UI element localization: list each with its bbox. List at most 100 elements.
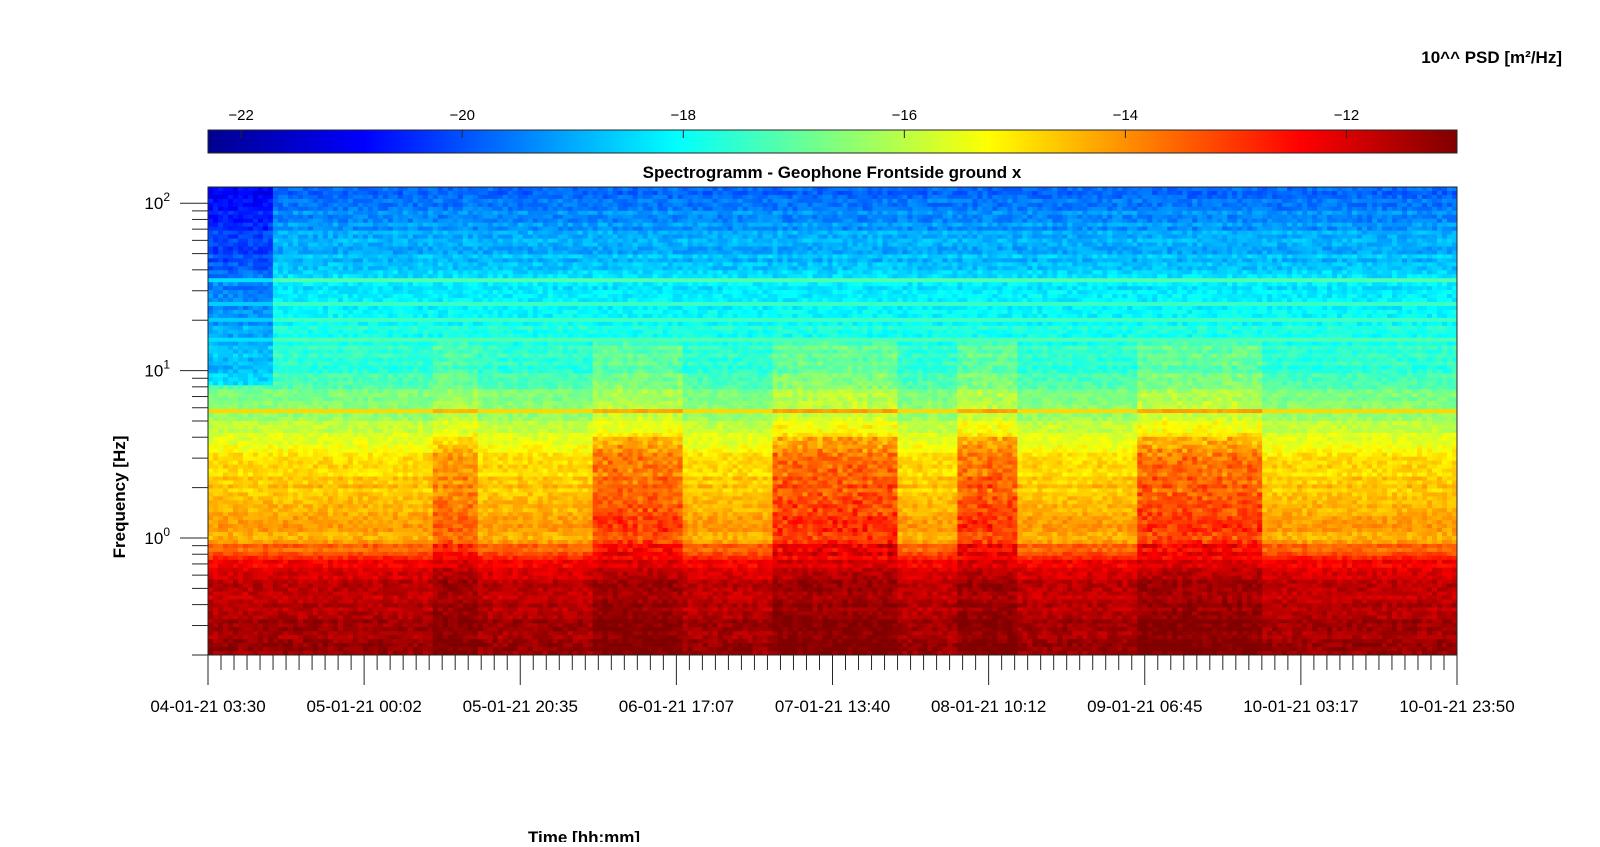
heatmap-cell: [997, 215, 1003, 220]
heatmap-cell: [753, 199, 759, 204]
heatmap-cell: [1367, 215, 1373, 220]
heatmap-cell: [573, 207, 579, 212]
heatmap-cell: [1192, 223, 1198, 228]
heatmap-cell: [208, 207, 214, 212]
heatmap-cell: [543, 231, 549, 236]
heatmap-cell: [653, 199, 659, 204]
heatmap-cell: [1182, 246, 1188, 251]
heatmap-cell: [1137, 243, 1143, 248]
heatmap-cell: [523, 223, 529, 228]
heatmap-cell: [1262, 262, 1268, 267]
heatmap-cell: [857, 203, 863, 208]
heatmap-cell: [368, 211, 374, 216]
heatmap-cell: [1302, 219, 1308, 224]
heatmap-cell: [448, 262, 454, 267]
heatmap-cell: [613, 243, 619, 248]
heatmap-cell: [1437, 231, 1443, 236]
heatmap-cell: [223, 258, 229, 263]
heatmap-cell: [583, 219, 589, 224]
heatmap-cell: [308, 203, 314, 208]
heatmap-cell: [618, 246, 624, 251]
heatmap-cell: [1127, 207, 1133, 212]
heatmap-cell: [1017, 254, 1023, 259]
heatmap-cell: [917, 195, 923, 200]
heatmap-cell: [892, 215, 898, 220]
heatmap-cell: [1102, 254, 1108, 259]
heatmap-cell: [1442, 207, 1448, 212]
heatmap-cell: [508, 215, 514, 220]
heatmap-cell: [1337, 203, 1343, 208]
heatmap-cell: [533, 219, 539, 224]
heatmap-cell: [643, 191, 649, 196]
heatmap-cell: [328, 227, 334, 232]
heatmap-cell: [1267, 243, 1273, 248]
heatmap-cell: [937, 262, 943, 267]
heatmap-cell: [1407, 195, 1413, 200]
heatmap-cell: [308, 262, 314, 267]
heatmap-cell: [263, 231, 269, 236]
heatmap-cell: [1442, 231, 1448, 236]
heatmap-cell: [703, 187, 709, 192]
heatmap-cell: [1187, 199, 1193, 204]
heatmap-cell: [1002, 262, 1008, 267]
heatmap-cell: [738, 215, 744, 220]
heatmap-cell: [977, 199, 983, 204]
heatmap-cell: [523, 258, 529, 263]
heatmap-cell: [1122, 199, 1128, 204]
heatmap-cell: [1342, 207, 1348, 212]
heatmap-cell: [248, 235, 254, 240]
heatmap-cell: [1182, 207, 1188, 212]
heatmap-cell: [228, 211, 234, 216]
heatmap-cell: [483, 211, 489, 216]
heatmap-cell: [912, 211, 918, 216]
heatmap-cell: [1317, 235, 1323, 240]
heatmap-cell: [867, 239, 873, 244]
heatmap-cell: [498, 239, 504, 244]
heatmap-cell: [538, 207, 544, 212]
heatmap-cell: [783, 203, 789, 208]
heatmap-cell: [1437, 191, 1443, 196]
heatmap-cell: [513, 195, 519, 200]
heatmap-cell: [1087, 246, 1093, 251]
heatmap-cell: [488, 243, 494, 248]
heatmap-cell: [318, 227, 324, 232]
heatmap-cell: [932, 231, 938, 236]
heatmap-cell: [1072, 211, 1078, 216]
heatmap-cell: [673, 215, 679, 220]
heatmap-cell: [778, 203, 784, 208]
heatmap-cell: [1147, 250, 1153, 255]
heatmap-cell: [433, 207, 439, 212]
heatmap-cell: [1077, 246, 1083, 251]
heatmap-cell: [1237, 239, 1243, 244]
heatmap-cell: [213, 187, 219, 192]
heatmap-cell: [393, 235, 399, 240]
heatmap-cell: [708, 219, 714, 224]
heatmap-cell: [852, 203, 858, 208]
heatmap-cell: [528, 250, 534, 255]
heatmap-cell: [218, 207, 224, 212]
heatmap-cell: [847, 199, 853, 204]
colorbar-tick-label: −12: [1334, 107, 1359, 124]
heatmap-cell: [393, 243, 399, 248]
heatmap-cell: [992, 191, 998, 196]
heatmap-cell: [1252, 203, 1258, 208]
heatmap-cell: [1117, 223, 1123, 228]
heatmap-cell: [613, 239, 619, 244]
heatmap-cell: [1182, 219, 1188, 224]
heatmap-cell: [693, 207, 699, 212]
heatmap-cell: [1422, 250, 1428, 255]
heatmap-cell: [558, 262, 564, 267]
heatmap-cell: [942, 195, 948, 200]
heatmap-cell: [543, 199, 549, 204]
heatmap-cell: [1072, 199, 1078, 204]
heatmap-cell: [718, 246, 724, 251]
heatmap-cell: [1132, 235, 1138, 240]
heatmap-cell: [403, 203, 409, 208]
heatmap-cell: [803, 207, 809, 212]
heatmap-cell: [1322, 191, 1328, 196]
heatmap-cell: [1007, 207, 1013, 212]
heatmap-cell: [977, 243, 983, 248]
heatmap-cell: [783, 235, 789, 240]
heatmap-cell: [1327, 195, 1333, 200]
heatmap-cell: [283, 258, 289, 263]
